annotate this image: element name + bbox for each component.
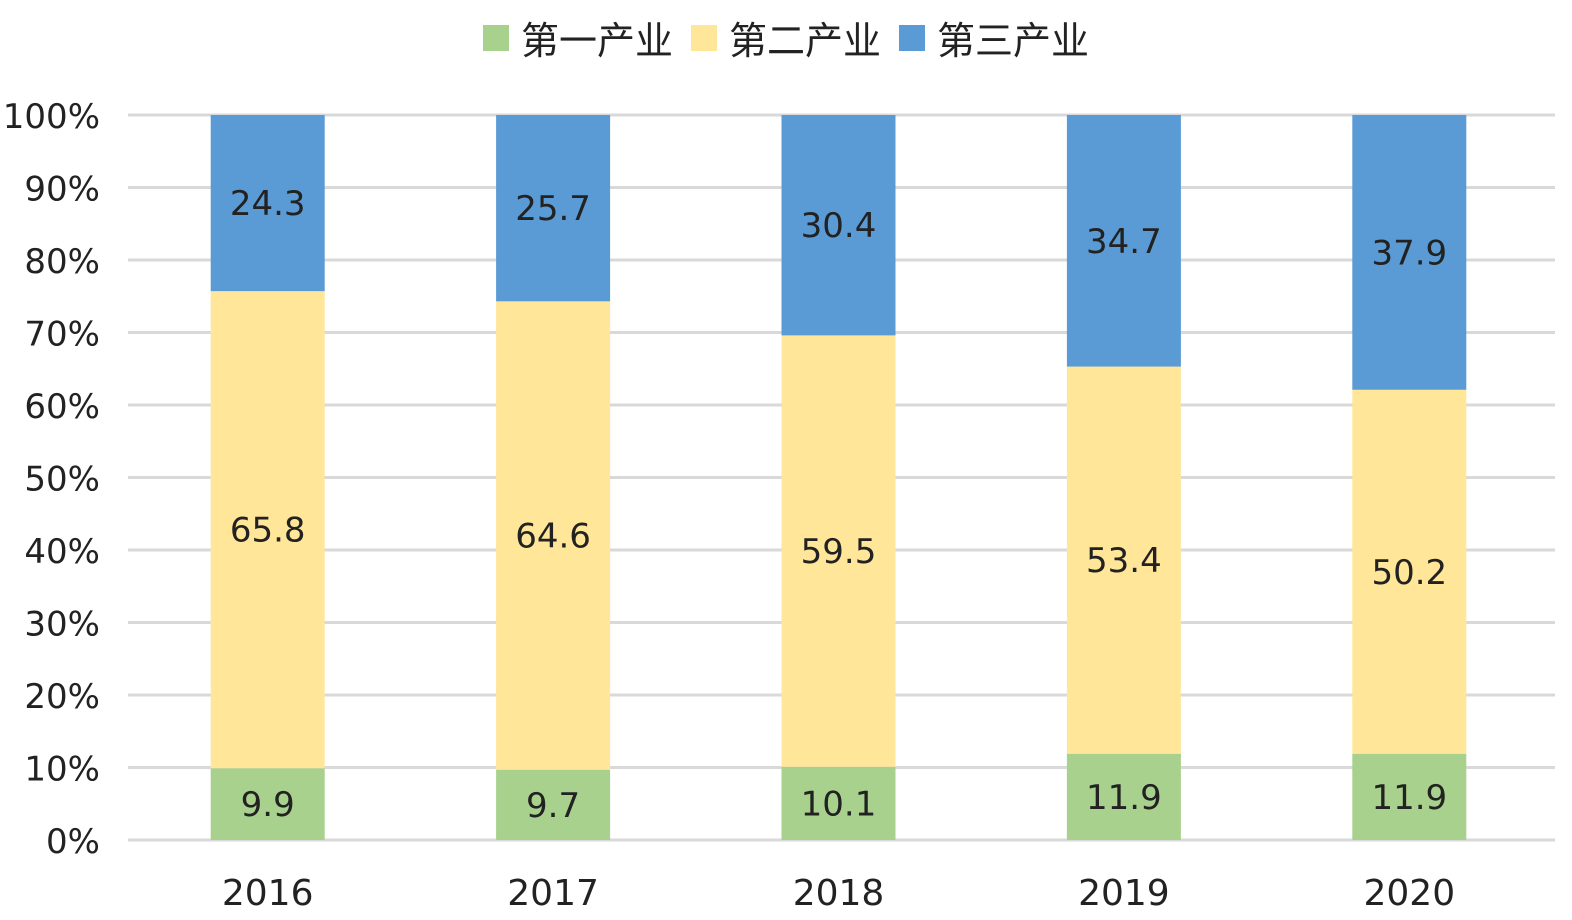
data-label: 11.9 — [1086, 778, 1162, 818]
bar-segment-2016-2 — [210, 115, 325, 292]
data-label: 9.9 — [241, 785, 295, 825]
bar-segment-2019-2 — [1066, 115, 1181, 367]
bar-segment-2020-0 — [1352, 753, 1467, 840]
data-label: 37.9 — [1371, 233, 1447, 273]
data-label: 65.8 — [230, 511, 306, 551]
legend-item-primary: 第一产业 — [482, 10, 673, 65]
data-label: 9.7 — [526, 786, 580, 826]
bar-segment-2019-0 — [1066, 753, 1181, 840]
data-label: 34.7 — [1086, 222, 1162, 262]
data-label: 30.4 — [801, 206, 877, 246]
data-label: 59.5 — [801, 532, 877, 572]
legend-swatch-primary — [482, 24, 509, 51]
data-label: 64.6 — [515, 517, 591, 557]
data-label: 50.2 — [1371, 553, 1447, 593]
y-tick-label: 80% — [24, 242, 100, 282]
bar-segment-2017-2 — [496, 115, 611, 302]
legend: 第一产业 第二产业 第三产业 — [0, 10, 1572, 65]
bar-segment-2016-1 — [210, 291, 325, 769]
legend-item-secondary: 第二产业 — [690, 10, 881, 65]
data-label: 53.4 — [1086, 541, 1162, 581]
x-tick-label: 2019 — [1078, 873, 1170, 914]
data-label: 10.1 — [801, 784, 877, 824]
y-tick-label: 100% — [3, 97, 100, 137]
x-tick-label: 2018 — [793, 873, 885, 914]
legend-item-tertiary: 第三产业 — [899, 10, 1089, 65]
bar-segment-2018-2 — [781, 115, 896, 336]
legend-label-tertiary: 第三产业 — [937, 19, 1090, 63]
data-label: 24.3 — [230, 184, 306, 224]
data-label: 11.9 — [1371, 778, 1447, 818]
y-tick-label: 0% — [46, 822, 100, 862]
y-tick-label: 30% — [24, 605, 100, 645]
legend-swatch-secondary — [690, 24, 717, 51]
bar-segment-2017-1 — [496, 301, 611, 770]
bar-segment-2016-0 — [210, 768, 325, 840]
legend-label-secondary: 第二产业 — [728, 19, 881, 63]
x-tick-label: 2016 — [222, 873, 314, 914]
bar-segment-2020-2 — [1352, 115, 1467, 390]
y-tick-label: 70% — [24, 315, 100, 355]
bar-segment-2019-1 — [1066, 366, 1181, 754]
bar-segment-2017-0 — [496, 769, 611, 840]
y-tick-label: 50% — [24, 460, 100, 500]
data-label: 25.7 — [515, 189, 591, 229]
bar-segment-2018-1 — [781, 335, 896, 767]
y-tick-label: 20% — [24, 677, 100, 717]
x-tick-label: 2017 — [507, 873, 599, 914]
bar-segment-2018-0 — [781, 766, 896, 840]
bar-segment-2020-1 — [1352, 389, 1467, 754]
y-tick-label: 60% — [24, 387, 100, 427]
legend-swatch-tertiary — [899, 24, 925, 51]
legend-label-primary: 第一产业 — [520, 19, 673, 63]
y-tick-label: 40% — [24, 532, 100, 572]
y-tick-label: 90% — [24, 170, 100, 210]
x-tick-label: 2020 — [1363, 873, 1455, 914]
y-tick-label: 10% — [24, 750, 100, 790]
